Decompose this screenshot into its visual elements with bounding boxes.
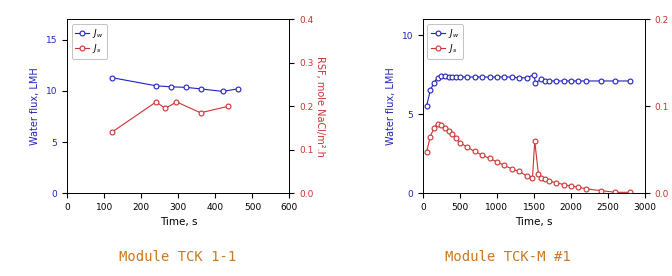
$J_s$ xyxy=(108,131,116,134)
$J_w$ xyxy=(626,79,634,83)
$J_w$ xyxy=(441,75,449,78)
$J_s$ xyxy=(452,137,460,140)
$J_s$ xyxy=(441,126,449,130)
$J_w$ xyxy=(478,75,486,79)
$J_s$ xyxy=(173,100,181,104)
Y-axis label: RSF, mole NaCl/m².h: RSF, mole NaCl/m².h xyxy=(314,56,325,157)
$J_s$ xyxy=(626,191,634,194)
$J_s$ xyxy=(534,172,542,176)
$J_w$ xyxy=(560,79,568,83)
$J_s$ xyxy=(612,191,620,194)
$J_w$ xyxy=(485,75,493,79)
Y-axis label: RSF, mole NaCl/m².h: RSF, mole NaCl/m².h xyxy=(671,56,672,157)
$J_w$ xyxy=(452,75,460,79)
$J_s$ xyxy=(423,151,431,154)
X-axis label: Time, s: Time, s xyxy=(159,217,197,227)
$J_w$ xyxy=(152,84,160,87)
$J_s$ xyxy=(493,160,501,164)
$J_w$ xyxy=(545,79,553,83)
$J_s$ xyxy=(528,176,536,179)
$J_w$ xyxy=(552,79,560,83)
$J_s$ xyxy=(575,185,583,189)
Legend: $J_w$, $J_s$: $J_w$, $J_s$ xyxy=(427,24,463,59)
Y-axis label: Water flux, LMH: Water flux, LMH xyxy=(386,67,396,145)
$J_s$ xyxy=(538,176,546,179)
$J_w$ xyxy=(423,105,431,108)
$J_s$ xyxy=(560,183,568,186)
$J_w$ xyxy=(530,73,538,76)
X-axis label: Time, s: Time, s xyxy=(515,217,553,227)
$J_s$ xyxy=(515,170,523,173)
$J_s$ xyxy=(478,153,486,156)
$J_s$ xyxy=(508,167,516,171)
$J_w$ xyxy=(567,79,575,83)
$J_s$ xyxy=(161,107,169,110)
$J_s$ xyxy=(567,185,575,188)
$J_w$ xyxy=(234,87,242,91)
$J_s$ xyxy=(463,145,471,149)
$J_w$ xyxy=(523,76,531,79)
$J_s$ xyxy=(448,132,456,136)
$J_s$ xyxy=(430,126,438,130)
Line: $J_s$: $J_s$ xyxy=(424,121,633,195)
$J_s$ xyxy=(597,189,605,192)
$J_w$ xyxy=(181,86,190,89)
$J_w$ xyxy=(582,79,590,83)
$J_w$ xyxy=(437,75,446,78)
$J_s$ xyxy=(582,187,590,190)
$J_s$ xyxy=(485,157,493,160)
$J_w$ xyxy=(433,76,442,79)
Line: $J_w$: $J_w$ xyxy=(424,72,633,109)
$J_s$ xyxy=(152,100,160,104)
$J_w$ xyxy=(612,79,620,83)
$J_s$ xyxy=(437,124,446,127)
$J_w$ xyxy=(515,76,523,79)
$J_w$ xyxy=(167,85,175,89)
$J_s$ xyxy=(531,139,539,143)
Line: $J_w$: $J_w$ xyxy=(110,75,240,94)
$J_s$ xyxy=(501,164,509,167)
$J_w$ xyxy=(108,76,116,79)
$J_w$ xyxy=(448,75,456,79)
$J_s$ xyxy=(224,105,233,108)
$J_w$ xyxy=(597,79,605,83)
$J_s$ xyxy=(433,122,442,125)
$J_w$ xyxy=(470,75,478,79)
$J_w$ xyxy=(426,89,434,92)
$J_s$ xyxy=(445,129,453,132)
$J_s$ xyxy=(470,150,478,153)
Text: Module TCK 1-1: Module TCK 1-1 xyxy=(120,250,237,264)
Line: $J_s$: $J_s$ xyxy=(110,99,230,135)
$J_s$ xyxy=(456,141,464,144)
Y-axis label: Water flux, LMH: Water flux, LMH xyxy=(30,67,40,145)
$J_w$ xyxy=(501,75,509,79)
$J_s$ xyxy=(523,174,531,177)
$J_w$ xyxy=(463,75,471,79)
Legend: $J_w$, $J_s$: $J_w$, $J_s$ xyxy=(72,24,108,59)
$J_w$ xyxy=(196,87,204,91)
$J_w$ xyxy=(538,78,546,81)
$J_w$ xyxy=(493,75,501,79)
$J_w$ xyxy=(445,75,453,79)
$J_w$ xyxy=(219,90,227,93)
$J_w$ xyxy=(541,79,549,83)
$J_w$ xyxy=(508,75,516,79)
$J_w$ xyxy=(456,75,464,79)
Text: Module TCK-M #1: Module TCK-M #1 xyxy=(445,250,570,264)
$J_w$ xyxy=(532,81,540,84)
$J_s$ xyxy=(541,178,549,181)
$J_s$ xyxy=(196,111,204,115)
$J_s$ xyxy=(426,135,434,138)
$J_s$ xyxy=(552,181,560,184)
$J_w$ xyxy=(430,81,438,84)
$J_w$ xyxy=(575,79,583,83)
$J_s$ xyxy=(545,179,553,183)
